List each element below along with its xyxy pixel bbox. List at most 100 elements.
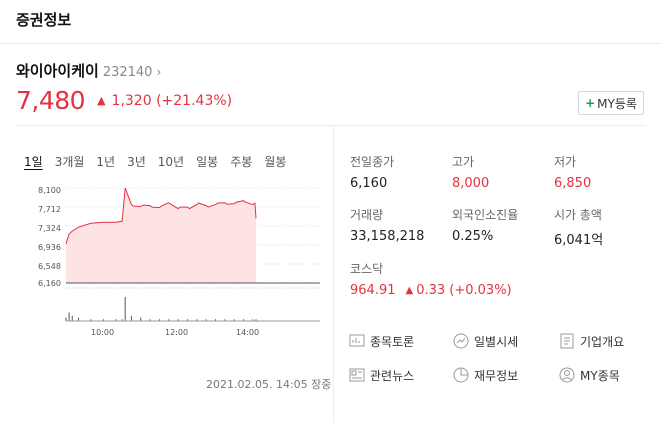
info-label: 외국인소진율 xyxy=(452,208,519,222)
user-icon xyxy=(559,367,575,383)
x-tick-label: 10:00 xyxy=(91,328,114,337)
link-discussion[interactable]: 종목토론 xyxy=(348,332,414,350)
info-volume: 거래량 33,158,218 xyxy=(350,206,450,244)
info-market-cap: 시가 총액 6,041억 xyxy=(554,206,654,248)
x-tick-label: 14:00 xyxy=(236,328,259,337)
current-price: 7,480 xyxy=(16,86,86,115)
tab-daily[interactable]: 일봉 xyxy=(196,155,219,169)
y-tick-label: 7,324 xyxy=(38,224,61,233)
tab-1day[interactable]: 1일 xyxy=(24,155,43,169)
volume-bar xyxy=(196,319,198,321)
period-tabs: 1일 3개월 1년 3년 10년 일봉 주봉 월봉 xyxy=(24,153,298,170)
price-row: 7,480 ▲ 1,320 (+21.43%) xyxy=(16,86,232,115)
link-label: MY종목 xyxy=(580,368,620,383)
info-label: 거래량 xyxy=(350,208,384,222)
volume-bar xyxy=(130,315,132,321)
x-axis-labels: 10:00 12:00 14:00 xyxy=(91,328,259,337)
price-line xyxy=(65,187,257,244)
y-tick-label: 6,548 xyxy=(38,262,61,271)
stock-code: 232140 xyxy=(102,65,153,80)
stock-name: 와이아이케이 xyxy=(16,62,99,80)
volume-bar xyxy=(124,297,126,321)
stock-name-link[interactable]: 와이아이케이 232140 › xyxy=(16,60,161,81)
volume-bar xyxy=(115,319,117,321)
link-label: 종목토론 xyxy=(370,334,415,349)
chevron-right-icon: › xyxy=(156,65,162,79)
y-tick-label: 7,712 xyxy=(38,205,61,214)
discussion-icon xyxy=(349,334,365,347)
info-value: 8,000 xyxy=(452,176,490,191)
volume-bar xyxy=(149,319,151,321)
pie-chart-icon xyxy=(453,367,469,383)
volume-bar xyxy=(255,319,257,321)
page-title: 증권정보 xyxy=(16,11,72,29)
info-high: 고가 8,000 xyxy=(452,153,552,191)
news-icon xyxy=(349,368,365,382)
link-label: 일별시세 xyxy=(474,334,519,349)
price-change: 1,320 (+21.43%) xyxy=(111,92,233,109)
price-area xyxy=(66,188,256,283)
volume-bar xyxy=(158,319,160,321)
volume-bar xyxy=(224,319,226,321)
divider xyxy=(333,126,334,422)
volume-bar xyxy=(90,319,92,321)
info-label: 전일종가 xyxy=(350,155,395,169)
tab-3month[interactable]: 3개월 xyxy=(54,155,85,169)
volume-bars xyxy=(65,297,257,321)
timestamp: 2021.02.05. 14:05 장중 xyxy=(206,378,332,391)
link-label: 관련뉴스 xyxy=(370,368,415,383)
y-tick-label: 6,936 xyxy=(38,243,61,252)
price-chart: 8,100 7,712 7,324 6,936 6,548 6,160 10:0… xyxy=(38,186,320,337)
tab-monthly[interactable]: 월봉 xyxy=(264,155,287,169)
link-label: 재무정보 xyxy=(474,368,519,383)
x-tick-label: 12:00 xyxy=(165,328,188,337)
link-label: 기업개요 xyxy=(580,334,625,349)
info-label: 고가 xyxy=(452,155,475,169)
y-tick-label: 6,160 xyxy=(38,279,61,288)
my-register-button[interactable]: + MY등록 xyxy=(578,91,644,115)
tab-3year[interactable]: 3년 xyxy=(127,155,146,169)
up-arrow-icon: ▲ xyxy=(405,285,414,296)
link-my-stocks[interactable]: MY종목 xyxy=(558,366,620,384)
my-register-label: MY등록 xyxy=(597,96,637,111)
volume-bar xyxy=(102,319,104,321)
header: 증권정보 xyxy=(0,0,662,44)
volume-bar xyxy=(168,319,170,321)
info-value: 6,041억 xyxy=(554,233,604,248)
info-label: 시가 총액 xyxy=(554,208,602,222)
volume-bar xyxy=(121,319,123,321)
tab-1year[interactable]: 1년 xyxy=(96,155,116,169)
info-kosdaq: 코스닥 964.91 ▲ 0.33 (+0.03%) xyxy=(350,260,570,298)
link-company-overview[interactable]: 기업개요 xyxy=(558,332,624,350)
info-value: 33,158,218 xyxy=(350,229,425,244)
volume-bar xyxy=(71,315,73,321)
y-tick-label: 8,100 xyxy=(38,186,61,195)
volume-bar xyxy=(177,319,179,321)
volume-bar xyxy=(77,317,79,321)
volume-bar xyxy=(186,319,188,321)
volume-bar xyxy=(65,317,67,321)
info-value: 6,850 xyxy=(554,176,592,191)
plus-icon: + xyxy=(585,96,596,110)
link-financial-info[interactable]: 재무정보 xyxy=(452,366,518,384)
volume-bar xyxy=(243,319,245,321)
info-prev-close: 전일종가 6,160 xyxy=(350,153,450,191)
company-doc-icon xyxy=(560,333,574,349)
kosdaq-change: 0.33 (+0.03%) xyxy=(416,283,512,298)
y-axis-labels: 8,100 7,712 7,324 6,936 6,548 6,160 xyxy=(38,186,61,288)
up-arrow-icon: ▲ xyxy=(97,94,106,107)
volume-bar xyxy=(140,317,142,321)
link-daily-price[interactable]: 일별시세 xyxy=(452,332,518,350)
divider xyxy=(16,125,646,126)
kosdaq-value-row: 964.91 ▲ 0.33 (+0.03%) xyxy=(350,283,570,298)
tab-10year[interactable]: 10년 xyxy=(157,155,185,169)
link-related-news[interactable]: 관련뉴스 xyxy=(348,366,414,384)
volume-bar xyxy=(215,319,217,321)
volume-bar xyxy=(68,312,70,321)
tab-weekly[interactable]: 주봉 xyxy=(230,155,253,169)
volume-bar xyxy=(233,319,235,321)
info-label: 저가 xyxy=(554,155,577,169)
info-value: 0.25% xyxy=(452,229,494,244)
info-label: 코스닥 xyxy=(350,262,384,276)
kosdaq-value: 964.91 xyxy=(350,283,396,298)
